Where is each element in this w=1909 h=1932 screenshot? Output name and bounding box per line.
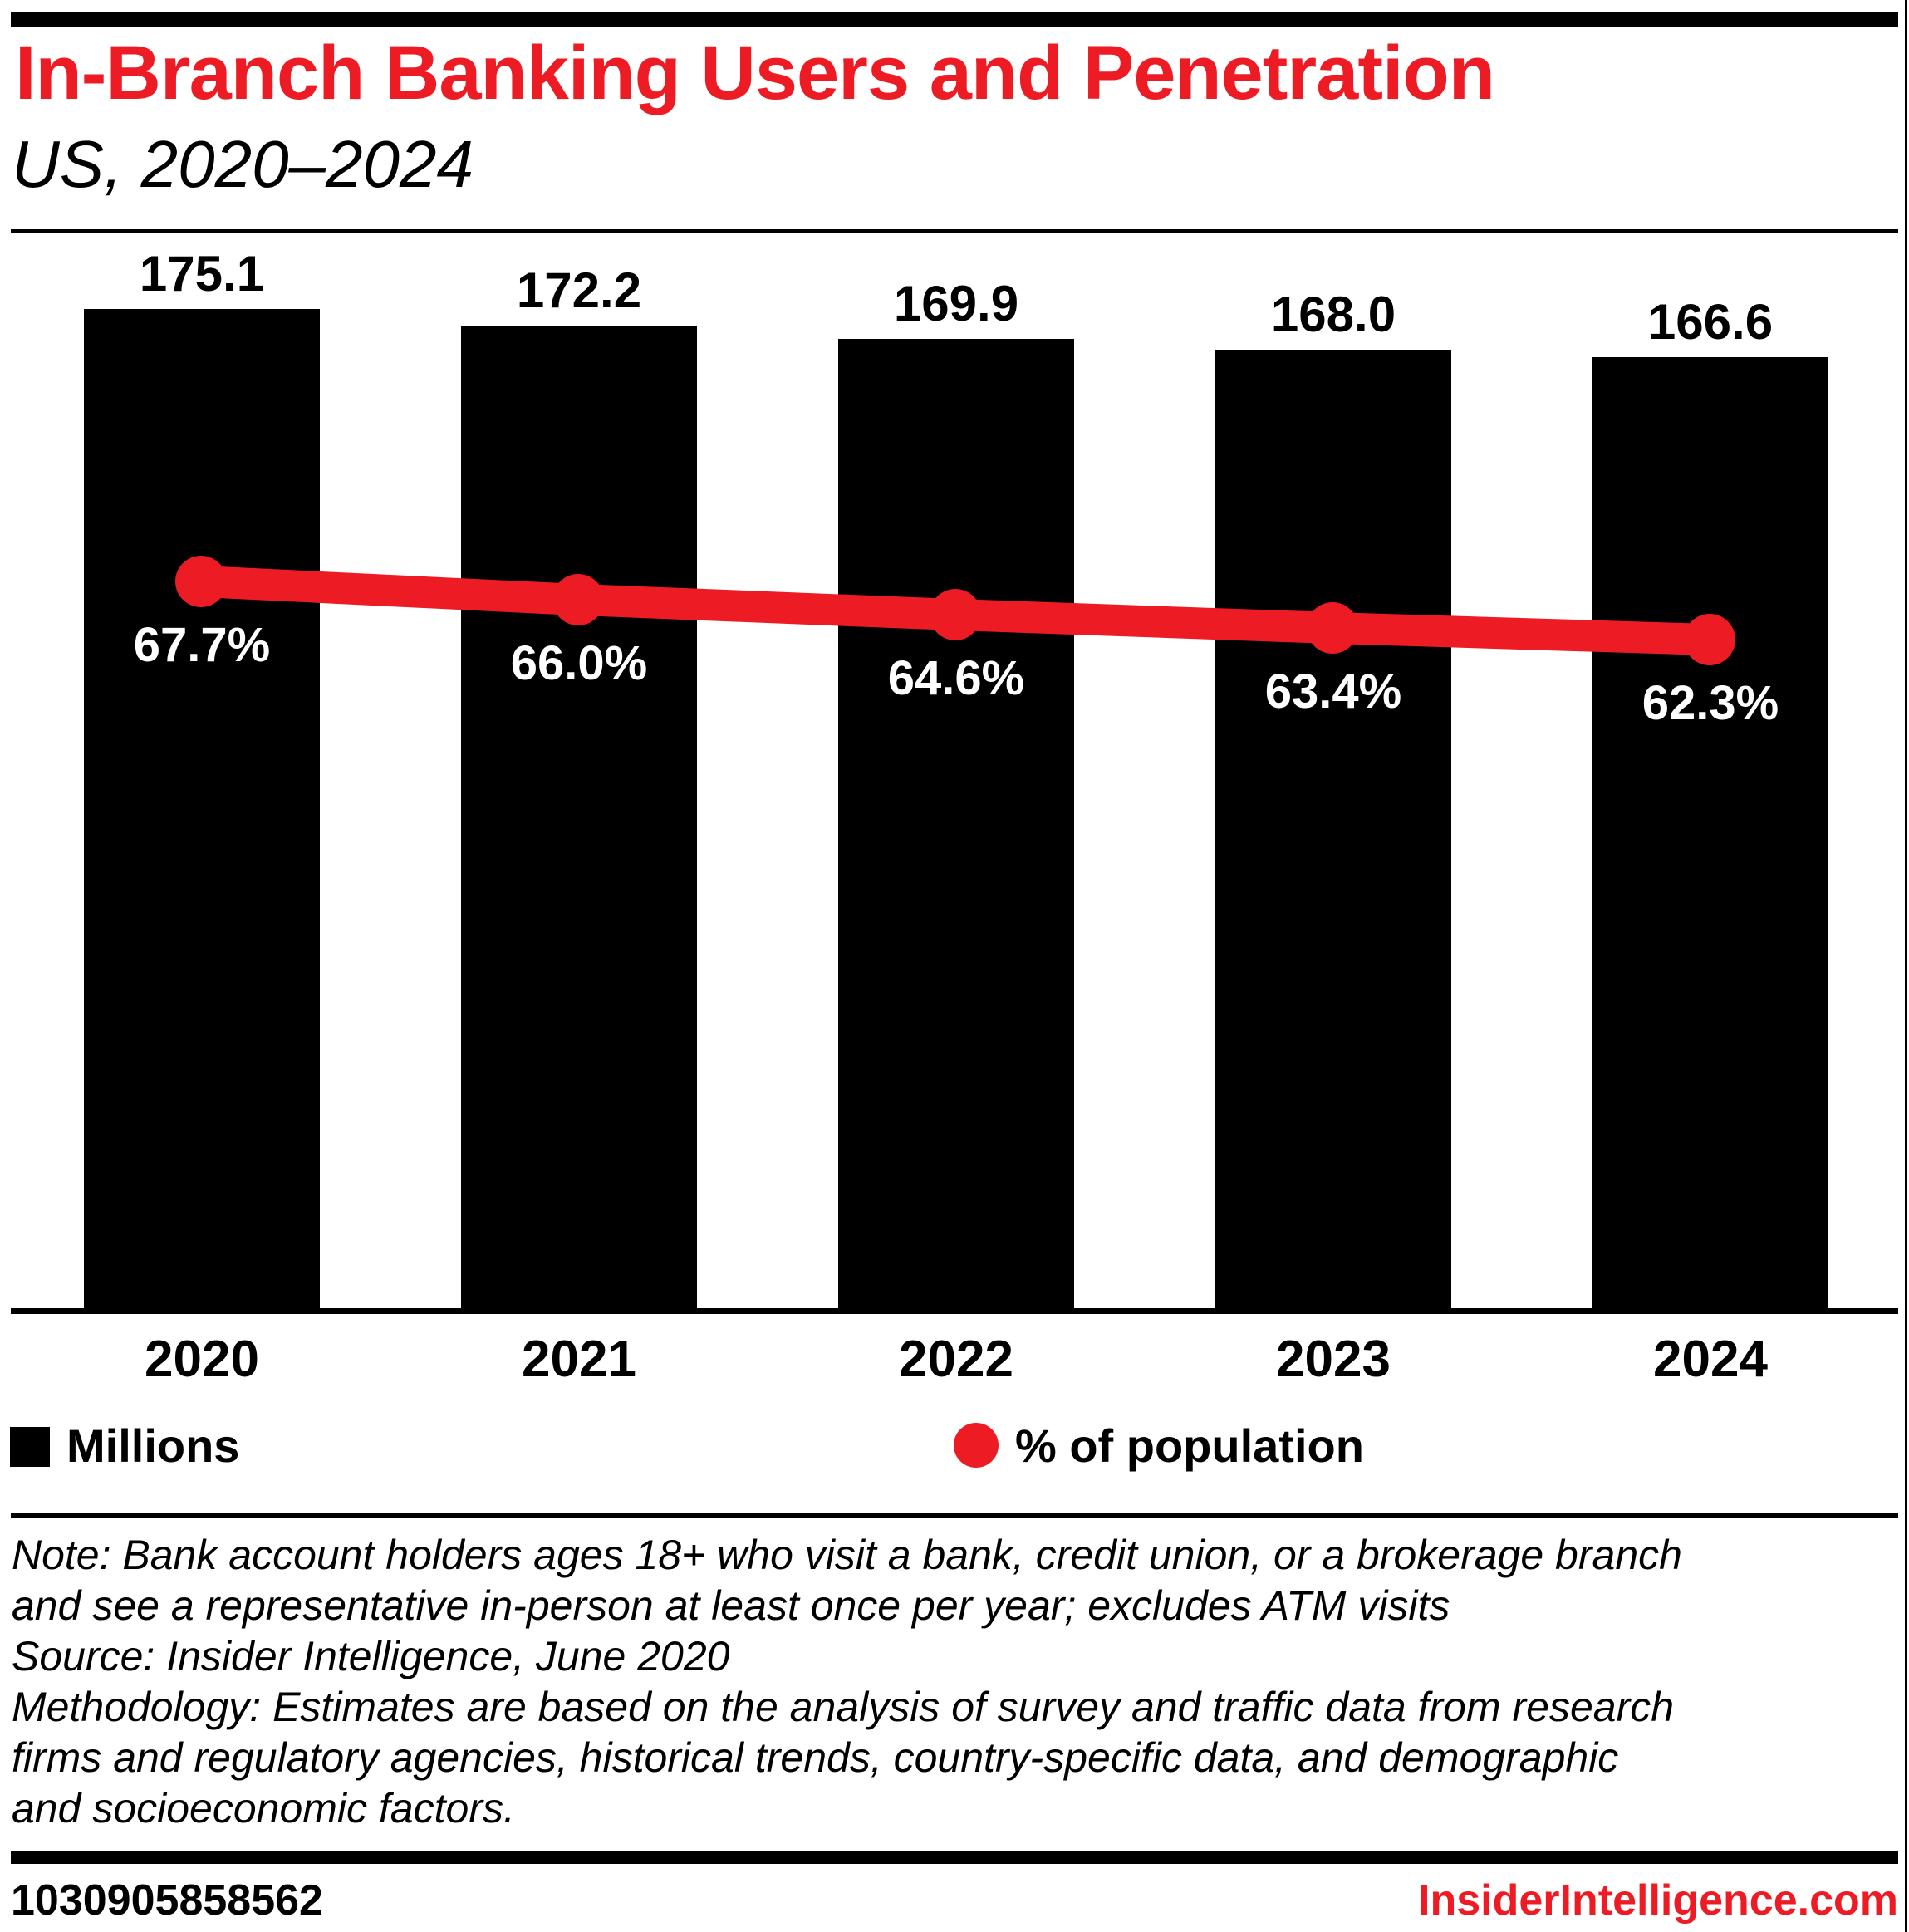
x-axis-label-2020: 2020 xyxy=(145,1331,259,1388)
header-divider-line xyxy=(11,229,1898,233)
legend-item-population: % of population xyxy=(954,1412,1364,1473)
notes-text: Note: Bank account holders ages 18+ who … xyxy=(12,1532,1682,1831)
notes-divider-line xyxy=(11,1513,1898,1518)
x-axis-label-2024: 2024 xyxy=(1653,1331,1768,1388)
source-site-link[interactable]: InsiderIntelligence.com xyxy=(1418,1876,1898,1925)
bar-value-label-2024: 166.6 xyxy=(1647,294,1774,350)
legend-item-millions: Millions xyxy=(10,1412,239,1473)
x-axis-line xyxy=(11,1308,1898,1314)
x-axis-label-2023: 2023 xyxy=(1276,1331,1391,1388)
bottom-accent-bar xyxy=(11,1851,1898,1864)
bar-2021 xyxy=(461,326,697,1314)
bar-2022 xyxy=(838,339,1074,1314)
bar-2023 xyxy=(1215,350,1451,1314)
footer: 1030905858562 InsiderIntelligence.com xyxy=(11,1876,1898,1925)
legend-label-millions: Millions xyxy=(66,1420,240,1472)
line-dot-swatch-icon xyxy=(954,1422,999,1468)
right-edge-border xyxy=(1905,0,1907,1932)
chart-subtitle: US, 2020–2024 xyxy=(12,127,474,201)
legend-label-population: % of population xyxy=(1015,1420,1364,1472)
x-axis-label-2021: 2021 xyxy=(522,1331,636,1388)
percent-label-2023: 63.4% xyxy=(1264,664,1402,718)
percent-label-2021: 66.0% xyxy=(510,636,648,690)
chart-id: 1030905858562 xyxy=(11,1876,323,1925)
percent-label-2022: 64.6% xyxy=(887,651,1025,705)
bar-swatch-icon xyxy=(10,1426,50,1467)
bar-2024 xyxy=(1592,357,1828,1314)
top-accent-bar xyxy=(11,12,1898,27)
chart-title: In-Branch Banking Users and Penetration xyxy=(15,31,1495,115)
bar-2020 xyxy=(84,309,320,1314)
bar-value-label-2023: 168.0 xyxy=(1270,287,1396,342)
bar-value-label-2020: 175.1 xyxy=(139,246,265,302)
plot-area: 175.1 172.2 169.9 168.0 166.6 67.7% 66.0% 64.6… xyxy=(11,246,1898,1385)
x-axis-label-2022: 2022 xyxy=(899,1331,1013,1388)
legend: Millions % of population xyxy=(0,1412,1909,1473)
bar-value-label-2022: 169.9 xyxy=(893,276,1019,331)
bar-value-label-2021: 172.2 xyxy=(516,262,642,318)
percent-label-2020: 67.7% xyxy=(133,618,271,672)
percent-label-2024: 62.3% xyxy=(1642,676,1779,730)
